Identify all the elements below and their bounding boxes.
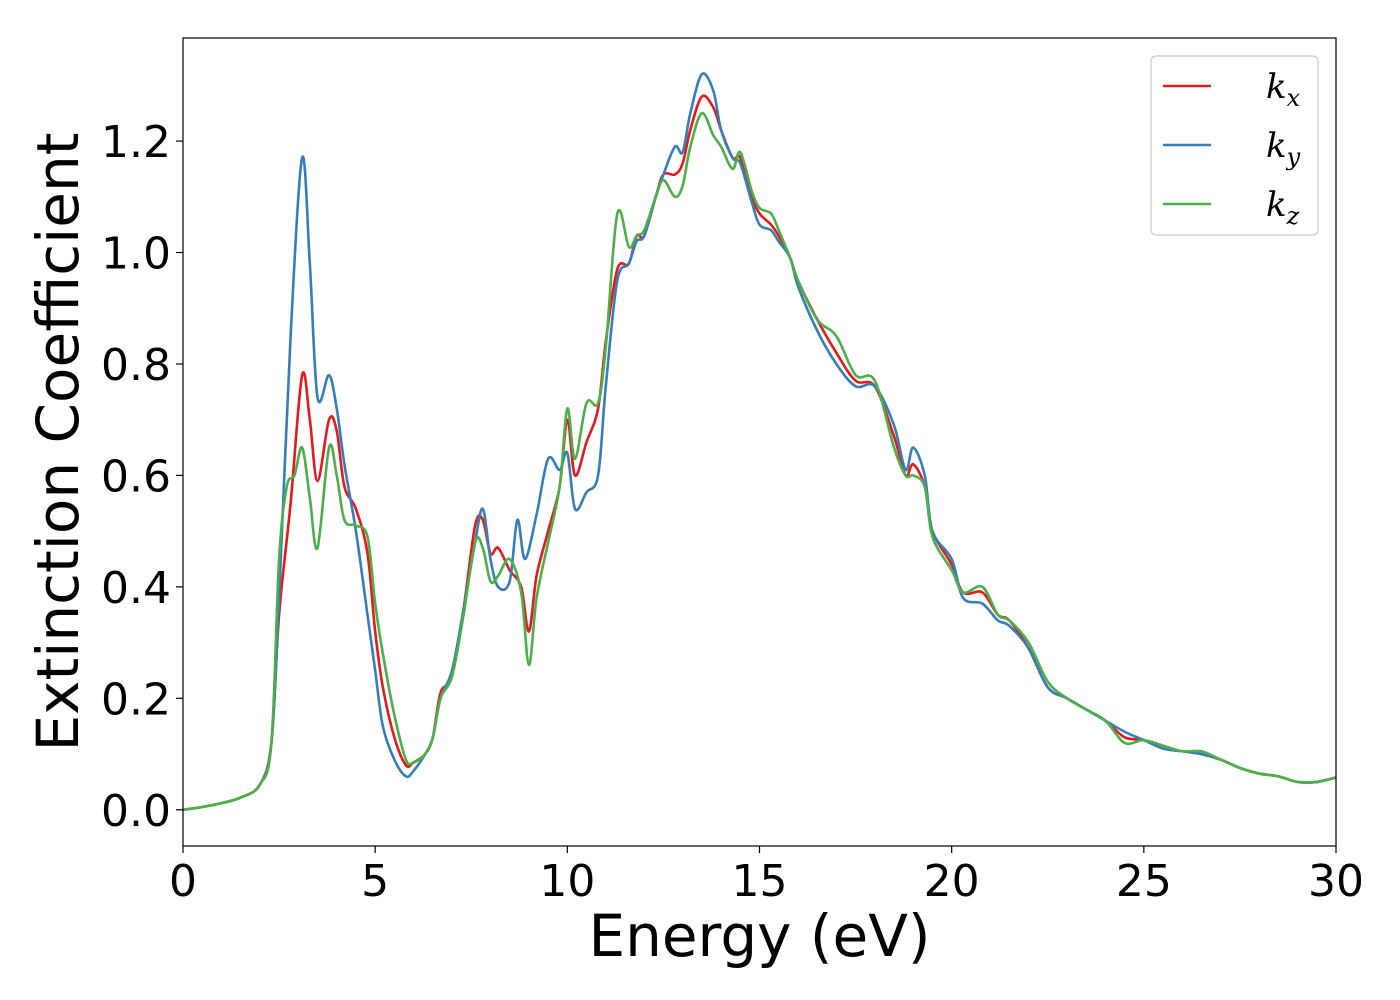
y-tick-label: 0.8: [101, 340, 171, 391]
y-tick-label: 0.0: [101, 786, 171, 837]
legend-label-k_x: kx: [1266, 67, 1301, 112]
plot-area-background: [183, 38, 1336, 846]
y-axis-title: Extinction Coefficient: [24, 133, 92, 752]
x-tick-label: 10: [539, 856, 595, 907]
legend-label-subscript: x: [1287, 84, 1301, 112]
x-tick-label: 15: [732, 856, 788, 907]
y-tick-label: 1.2: [101, 117, 171, 168]
legend-label-main: k: [1266, 126, 1287, 166]
legend-label-subscript: y: [1286, 143, 1301, 171]
x-tick-label: 0: [169, 856, 197, 907]
x-axis-ticks: 0 5 10 15 20 25 30: [169, 846, 1364, 907]
x-axis-title: Energy (eV): [588, 902, 930, 970]
series-line-k_y: [182, 72, 1337, 812]
y-tick-label: 0.4: [101, 563, 171, 614]
legend-label-subscript: z: [1286, 202, 1300, 230]
legend-label-k_z: kz: [1266, 185, 1300, 230]
y-tick-label: 0.6: [101, 451, 171, 502]
legend-label-main: k: [1266, 185, 1287, 225]
y-axis-ticks: 0.0 0.2 0.4 0.6 0.8 1.0 1.2: [101, 117, 183, 837]
legend-box: [1150, 55, 1319, 236]
x-tick-label: 25: [1116, 856, 1172, 907]
legend-label-main: k: [1266, 67, 1287, 107]
series-line-k_z: [182, 111, 1337, 812]
legend-label-k_y: ky: [1266, 126, 1301, 171]
series-lines: [182, 72, 1337, 812]
x-tick-label: 20: [924, 856, 980, 907]
x-tick-label: 30: [1308, 856, 1364, 907]
x-tick-label: 5: [361, 856, 389, 907]
y-tick-label: 0.2: [101, 674, 171, 725]
y-tick-label: 1.0: [101, 229, 171, 280]
